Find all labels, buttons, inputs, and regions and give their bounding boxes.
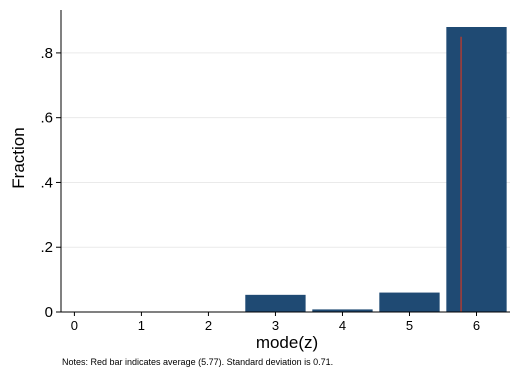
grid-lines: [61, 52, 510, 248]
y-tick-label: .4: [40, 174, 53, 191]
x-axis-title: mode(z): [256, 333, 318, 352]
x-tick-label: 6: [473, 318, 480, 333]
y-tick-label: 0: [45, 304, 53, 321]
y-tick-label: .6: [40, 110, 53, 127]
histogram-bar: [245, 294, 306, 312]
x-tick-label: 5: [406, 318, 413, 333]
histogram-bar: [312, 309, 373, 312]
x-tick-label: 2: [205, 318, 212, 333]
x-tick-label: 3: [272, 318, 279, 333]
chart-note: Notes: Red bar indicates average (5.77).…: [62, 357, 333, 367]
histogram-bar: [379, 292, 440, 312]
x-tick-label: 0: [71, 318, 78, 333]
axes: [60, 10, 510, 313]
x-tick-labels: 0 1 2 3 4 5 6: [71, 312, 480, 333]
y-tick-labels: 0 .2 .4 .6 .8: [40, 45, 61, 321]
y-tick-label: .2: [40, 239, 53, 256]
y-tick-label: .8: [40, 45, 53, 62]
bar-series: [245, 27, 507, 312]
y-axis-title: Fraction: [9, 127, 28, 188]
histogram-bar: [446, 27, 507, 312]
x-tick-label: 4: [339, 318, 346, 333]
x-tick-label: 1: [138, 318, 145, 333]
